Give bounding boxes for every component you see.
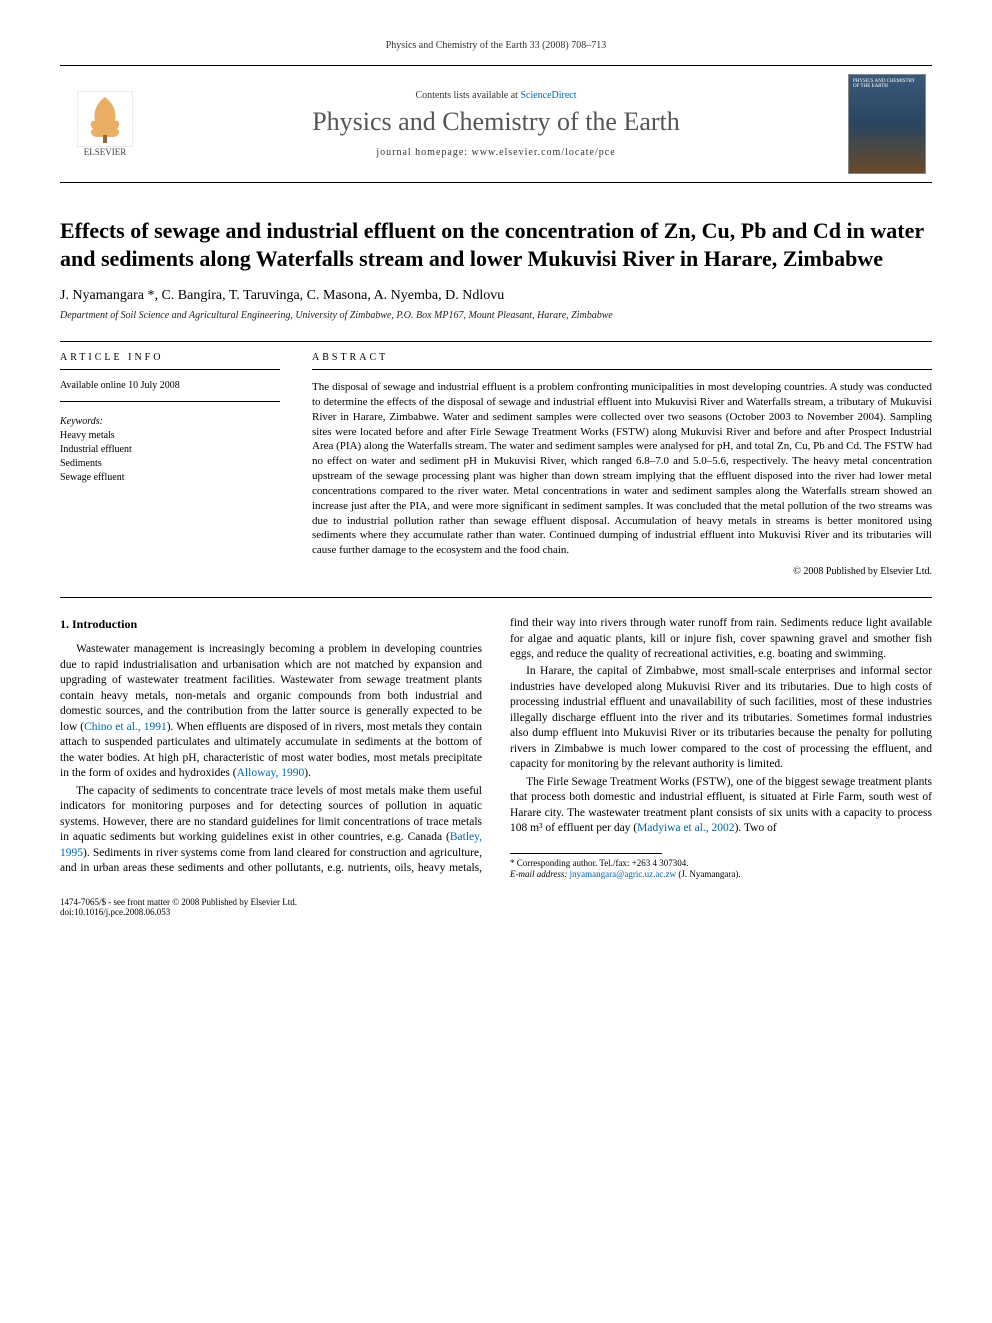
corr-author-line: * Corresponding author. Tel./fax: +263 4… (510, 858, 932, 870)
body-paragraph: The Firle Sewage Treatment Works (FSTW),… (510, 775, 932, 837)
body-text: 1. Introduction Wastewater management is… (60, 616, 932, 881)
section-divider (60, 597, 932, 598)
publisher-logo: ELSEVIER (60, 91, 150, 157)
email-link[interactable]: jnyamangara@agric.uz.ac.zw (570, 869, 676, 879)
page-footer: 1474-7065/$ - see front matter © 2008 Pu… (60, 897, 932, 917)
affiliation: Department of Soil Science and Agricultu… (60, 310, 932, 321)
body-paragraph: In Harare, the capital of Zimbabwe, most… (510, 664, 932, 773)
journal-homepage: journal homepage: www.elsevier.com/locat… (162, 147, 830, 158)
keyword-item: Sediments (60, 457, 280, 471)
article-title: Effects of sewage and industrial effluen… (60, 217, 932, 272)
publisher-name: ELSEVIER (84, 147, 127, 157)
email-line: E-mail address: jnyamangara@agric.uz.ac.… (510, 869, 932, 881)
issn-line: 1474-7065/$ - see front matter © 2008 Pu… (60, 897, 932, 907)
journal-cover-thumb: PHYSICS AND CHEMISTRY OF THE EARTH (848, 74, 926, 174)
abstract-label: ABSTRACT (312, 352, 932, 370)
keyword-item: Heavy metals (60, 429, 280, 443)
homepage-url: www.elsevier.com/locate/pce (472, 147, 616, 158)
text-span: The capacity of sediments to concentrate… (60, 785, 482, 844)
journal-name: Physics and Chemistry of the Earth (162, 107, 830, 137)
elsevier-tree-icon (77, 91, 133, 147)
text-span: ). (304, 767, 311, 779)
homepage-prefix: journal homepage: (376, 147, 471, 158)
abstract-copyright: © 2008 Published by Elsevier Ltd. (312, 566, 932, 577)
banner-center: Contents lists available at ScienceDirec… (162, 90, 830, 158)
doi-line: doi:10.1016/j.pce.2008.06.053 (60, 907, 932, 917)
corresponding-author-footnote: * Corresponding author. Tel./fax: +263 4… (510, 858, 932, 881)
intro-heading: 1. Introduction (60, 616, 482, 632)
article-info-label: ARTICLE INFO (60, 352, 280, 370)
running-head: Physics and Chemistry of the Earth 33 (2… (60, 40, 932, 51)
abstract-column: ABSTRACT The disposal of sewage and indu… (312, 342, 932, 577)
journal-banner: ELSEVIER Contents lists available at Sci… (60, 65, 932, 183)
keyword-item: Sewage effluent (60, 471, 280, 485)
keyword-item: Industrial effluent (60, 443, 280, 457)
keywords-list: Heavy metals Industrial effluent Sedimen… (60, 429, 280, 485)
email-label: E-mail address: (510, 869, 567, 879)
citation-link[interactable]: Alloway, 1990 (237, 767, 305, 779)
meta-abstract-row: ARTICLE INFO Available online 10 July 20… (60, 341, 932, 577)
text-span: Wastewater management is increasingly be… (60, 643, 482, 733)
body-paragraph: Wastewater management is increasingly be… (60, 642, 482, 782)
citation-link[interactable]: Chino et al., 1991 (84, 721, 167, 733)
abstract-text: The disposal of sewage and industrial ef… (312, 380, 932, 558)
article-info-column: ARTICLE INFO Available online 10 July 20… (60, 342, 280, 577)
citation-link[interactable]: Madyiwa et al., 2002 (637, 822, 734, 834)
text-span: ). Two of (735, 822, 777, 834)
cover-title: PHYSICS AND CHEMISTRY OF THE EARTH (853, 79, 921, 89)
author-list: J. Nyamangara *, C. Bangira, T. Taruving… (60, 288, 932, 304)
contents-line: Contents lists available at ScienceDirec… (162, 90, 830, 101)
sciencedirect-link[interactable]: ScienceDirect (520, 90, 576, 101)
available-online: Available online 10 July 2008 (60, 380, 280, 402)
contents-prefix: Contents lists available at (415, 90, 520, 101)
cover-thumb-container: PHYSICS AND CHEMISTRY OF THE EARTH (842, 74, 932, 174)
footnote-separator (510, 853, 662, 854)
email-name: (J. Nyamangara). (678, 869, 740, 879)
keywords-heading: Keywords: (60, 416, 280, 427)
